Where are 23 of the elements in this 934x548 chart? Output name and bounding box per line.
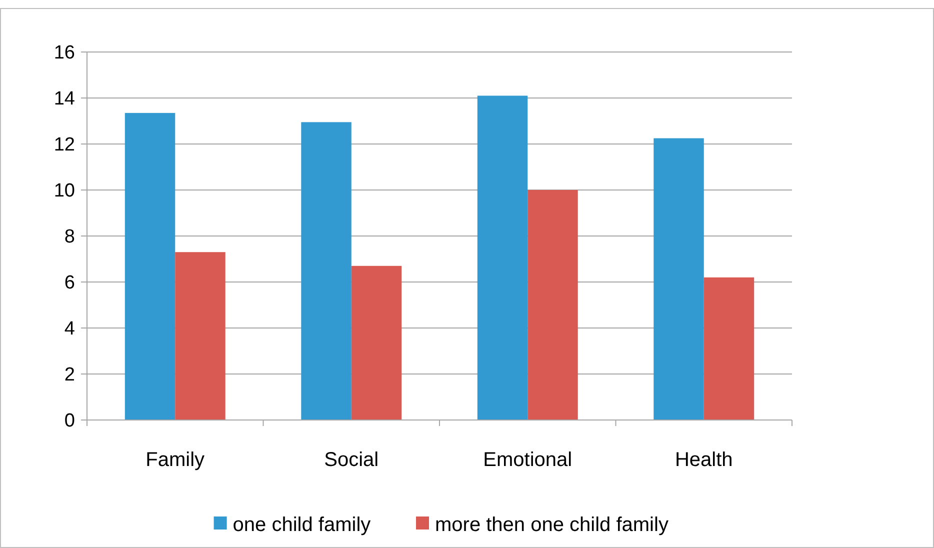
y-tick-label: 0 <box>64 410 75 432</box>
y-tick-label: 12 <box>54 134 75 156</box>
legend-label: one child family <box>232 514 371 536</box>
bar <box>528 190 578 420</box>
bar <box>175 252 226 420</box>
bar <box>124 112 176 420</box>
y-tick-label: 2 <box>64 364 75 386</box>
x-tick-label: Health <box>674 449 733 471</box>
bar <box>301 122 352 420</box>
legend-label: more then one child family <box>435 514 668 536</box>
y-tick-label: 14 <box>54 88 76 110</box>
bar <box>351 266 402 420</box>
bar <box>704 277 754 420</box>
y-tick-label: 10 <box>54 180 75 202</box>
x-tick-label: Emotional <box>483 449 572 471</box>
bar <box>654 138 704 420</box>
y-tick-label: 4 <box>64 318 76 340</box>
y-tick-label: 6 <box>64 272 75 294</box>
y-tick-label: 8 <box>64 226 75 248</box>
bar <box>477 96 528 420</box>
y-tick-label: 16 <box>54 42 75 64</box>
x-tick-label: Social <box>324 449 379 471</box>
x-tick-label: Family <box>146 449 205 471</box>
